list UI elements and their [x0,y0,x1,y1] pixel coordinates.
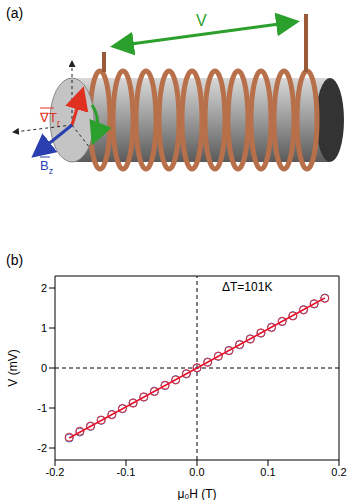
svg-text:0.1: 0.1 [260,466,275,478]
svg-text:-0.1: -0.1 [117,466,136,478]
html-text:ΔT=101K: ΔT=101K [222,280,273,294]
svg-text:Bz: Bz [40,158,54,176]
svg-text:0: 0 [41,362,47,374]
html-text:(b): (b) [6,252,24,268]
svg-text:1: 1 [41,322,47,334]
svg-text:-0.2: -0.2 [46,466,65,478]
svg-text:0.0: 0.0 [189,466,204,478]
svg-text:0.2: 0.2 [331,466,346,478]
svg-text:2: 2 [41,282,47,294]
svg-text:-1: -1 [37,402,47,414]
svg-text:V (mV): V (mV) [8,349,20,386]
svg-text:∇Tr: ∇Tr [39,110,60,128]
svg-text:μ₀H (T): μ₀H (T) [177,487,216,500]
svg-text:(a): (a) [8,5,23,21]
svg-text:-2: -2 [37,442,47,454]
svg-text:V: V [196,12,207,29]
